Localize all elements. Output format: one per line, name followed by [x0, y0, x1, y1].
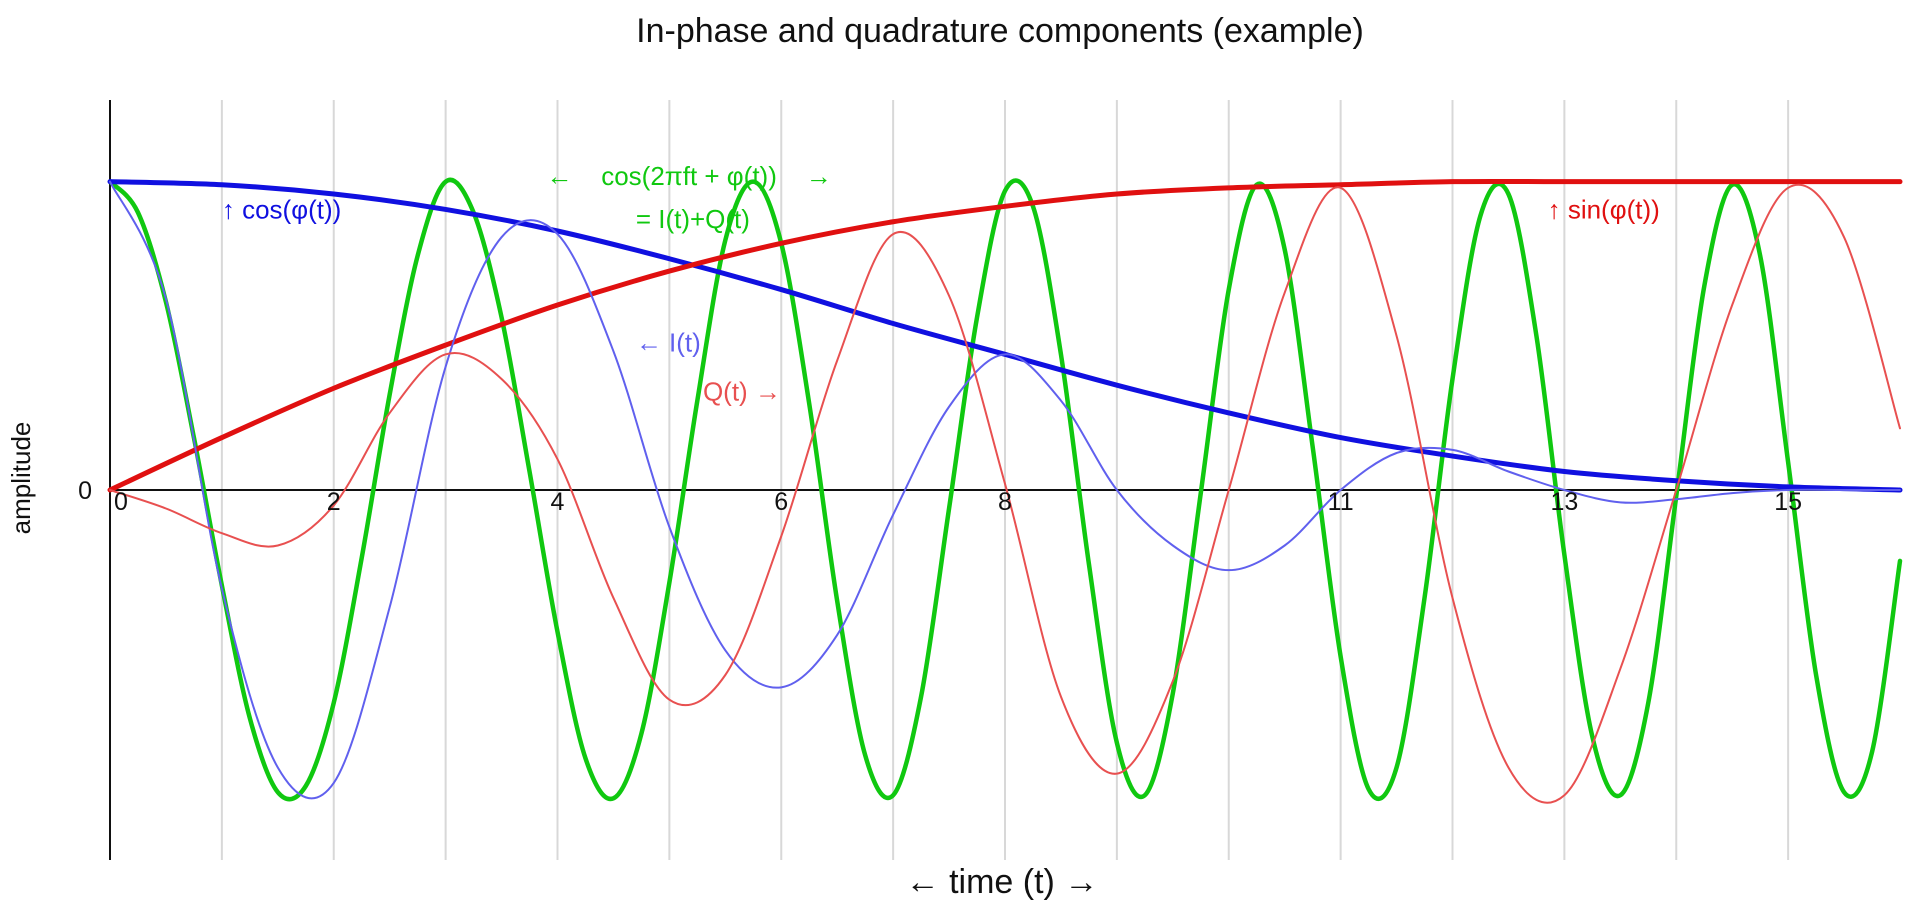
- annotation-sin-phi-1: ↑ sin(φ(t)): [1548, 195, 1660, 225]
- chart-title: In-phase and quadrature components (exam…: [636, 12, 1364, 50]
- x-tick-label-15: 15: [1774, 488, 1802, 516]
- x-tick-label-13: 13: [1550, 488, 1578, 516]
- annotations: ↑ cos(φ(t)) ↑ sin(φ(t)) ← cos(2πft + φ(t))…: [222, 161, 1660, 407]
- annotation-cos-phi-0: ↑ cos(φ(t)): [222, 195, 341, 225]
- x-tick-labels: 0 2 4 6 8 11 13 15: [114, 488, 1802, 516]
- x-tick-label-0: 0: [114, 488, 128, 516]
- series-I-line: [109, 180, 1901, 800]
- series-Q-line: [109, 183, 1901, 804]
- y-axis-label: amplitude: [6, 422, 36, 535]
- x-tick-label-11: 11: [1328, 488, 1354, 516]
- x-tick-label-2: 2: [327, 488, 341, 516]
- y-tick-label-0: 0: [78, 477, 92, 505]
- x-tick-label-4: 4: [551, 488, 565, 516]
- annotation-signal-2: ← cos(2πft + φ(t)) →: [546, 161, 831, 191]
- y-tick-labels: 0: [78, 477, 92, 505]
- annotation-I-4: ← I(t): [636, 327, 701, 357]
- x-axis-label: ← time (t) →: [906, 863, 1099, 901]
- series-sin-phi-line: [107, 178, 1903, 493]
- annotation-signal-3: = I(t)+Q(t): [636, 204, 750, 234]
- x-tick-label-8: 8: [998, 488, 1012, 516]
- x-tick-label-6: 6: [774, 488, 788, 516]
- series-signal-line: [107, 177, 1903, 802]
- annotation-Q-5: Q(t) →: [703, 377, 781, 407]
- series-group: [107, 177, 1903, 804]
